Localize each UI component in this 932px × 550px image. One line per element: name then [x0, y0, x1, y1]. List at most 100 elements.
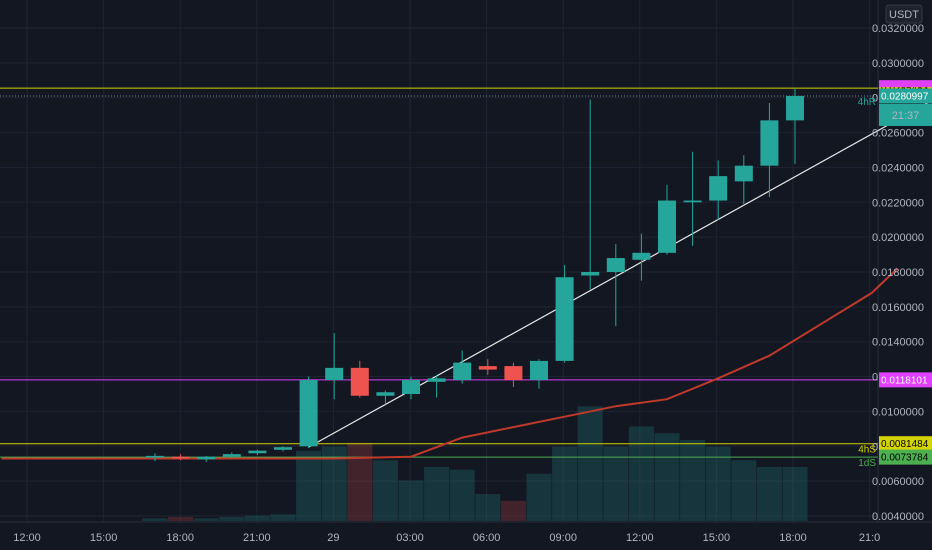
- candle-body: [683, 200, 702, 203]
- countdown-tag: 21:37: [879, 103, 932, 126]
- x-tick-label: 15:00: [703, 532, 731, 544]
- candle: [786, 89, 804, 164]
- volume-bar: [628, 426, 654, 521]
- x-tick-label: 06:00: [473, 532, 501, 544]
- candle-body: [786, 95, 804, 121]
- candle: [504, 362, 523, 388]
- volume-bar: [577, 406, 603, 521]
- price-tag-box: [879, 372, 932, 388]
- price-tag-box: [879, 449, 932, 465]
- y-tick-label: 0.0260000: [872, 128, 924, 140]
- y-tick-label: 0.0180000: [872, 267, 924, 279]
- volume-bars: [142, 406, 808, 521]
- price-tag-accent: [879, 80, 932, 88]
- price-tag-text: 0.0280997: [881, 91, 929, 102]
- candle-body: [453, 362, 472, 381]
- candle-body: [350, 367, 369, 396]
- x-tick-label: 18:00: [166, 532, 194, 544]
- candle-body: [504, 366, 523, 381]
- x-tick-label: 18:00: [779, 532, 807, 544]
- price-tags: 0.02854830.02809974hR0.01181010.00814844…: [858, 80, 932, 469]
- y-tick-label: 0.0200000: [872, 232, 924, 244]
- candle-body: [530, 360, 548, 381]
- countdown-text: 21:37: [892, 110, 920, 122]
- candle-body: [427, 378, 446, 382]
- candle: [376, 390, 395, 405]
- candle: [171, 454, 190, 461]
- candle-body: [606, 258, 625, 272]
- volume-bar: [270, 514, 296, 521]
- candle-body: [325, 367, 344, 381]
- candle: [299, 376, 318, 449]
- x-tick-label: 03:00: [396, 532, 424, 544]
- candle: [606, 244, 625, 327]
- level-tag-label: 1dS: [858, 458, 876, 469]
- candles: [146, 89, 804, 462]
- volume-bar: [296, 450, 322, 521]
- trend-line-path[interactable]: [308, 63, 932, 448]
- candle: [683, 151, 702, 246]
- moving-average: [1, 267, 899, 460]
- candle: [146, 453, 164, 462]
- volume-bar: [244, 515, 270, 521]
- x-tick-label: 29: [327, 532, 339, 544]
- volume-bar: [142, 518, 168, 521]
- candle-body: [146, 455, 164, 458]
- x-tick-label: 21:0: [859, 532, 880, 544]
- candle: [530, 359, 548, 389]
- volume-bar: [398, 480, 424, 521]
- level-tag-label: 4hS: [858, 445, 876, 456]
- y-tick-label: 0.0040000: [872, 511, 924, 523]
- candle-body: [734, 165, 753, 182]
- time-axis[interactable]: 12:00 15:00 18:00 21:00 29 03:00 06:00 09:00 12:…: [13, 532, 880, 544]
- volume-bar: [219, 516, 245, 521]
- trend-line[interactable]: [308, 63, 932, 448]
- candle: [427, 374, 446, 398]
- y-tick-label: 0.0100000: [872, 406, 924, 418]
- volume-bar: [372, 460, 398, 521]
- price-tag: 0.0081484 4hS: [858, 436, 932, 456]
- volume-bar: [603, 446, 629, 521]
- volume-bar: [168, 516, 194, 521]
- x-tick-label: 15:00: [90, 532, 118, 544]
- currency-badge[interactable]: [885, 4, 923, 24]
- candle-body: [299, 380, 318, 447]
- volume-bar: [731, 460, 757, 521]
- candle: [222, 452, 241, 459]
- countdown-box: [879, 103, 932, 126]
- y-tick-label: 0.0220000: [872, 197, 924, 209]
- x-tick-label: 09:00: [549, 532, 577, 544]
- volume-bar: [680, 440, 706, 521]
- price-tag: 0.0073784 1dS: [858, 449, 932, 469]
- candle-body: [632, 252, 651, 260]
- price-tag-text: 0.0118101: [881, 375, 928, 386]
- candle-body: [197, 456, 216, 460]
- candle: [453, 350, 472, 384]
- y-tick-label: 0.0160000: [872, 302, 924, 314]
- volume-bar: [424, 467, 450, 521]
- candle-body: [171, 456, 190, 459]
- volume-bar: [705, 446, 731, 521]
- price-tag-text: 0.0073784: [881, 453, 929, 464]
- candle: [632, 233, 651, 281]
- candle-body: [402, 380, 420, 394]
- candle: [760, 102, 779, 198]
- x-tick-label: 12:00: [626, 532, 654, 544]
- volume-bar: [347, 442, 373, 521]
- candle-body: [658, 200, 676, 253]
- candle: [709, 160, 728, 220]
- currency-label[interactable]: USDT: [885, 4, 923, 24]
- candle: [402, 376, 420, 400]
- y-tick-label: 0.0320000: [872, 23, 924, 35]
- candle: [658, 184, 676, 255]
- x-tick-label: 12:00: [13, 532, 41, 544]
- candle-body: [274, 447, 292, 450]
- price-tag-box: [879, 88, 932, 104]
- y-tick-label: 0.0300000: [872, 58, 924, 70]
- volume-bar: [526, 473, 552, 521]
- moving-average-line: [1, 267, 899, 460]
- volume-bar: [782, 467, 808, 521]
- grid-lines: [0, 0, 932, 523]
